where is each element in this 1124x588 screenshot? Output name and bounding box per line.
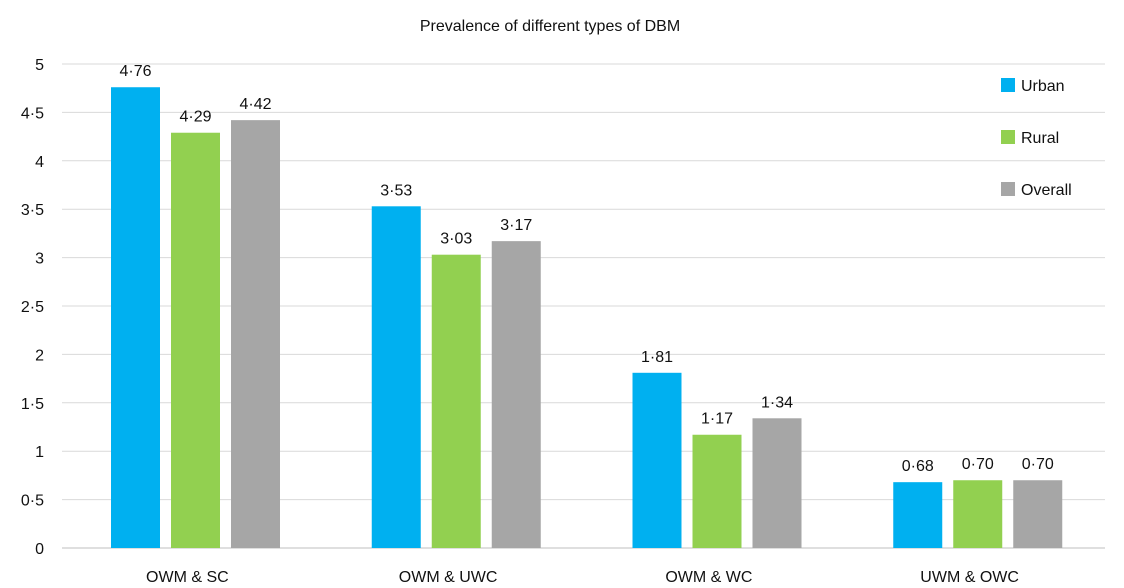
bar-urban <box>371 206 421 548</box>
y-tick-label: 2·5 <box>21 299 44 316</box>
y-tick-label: 0·5 <box>21 493 44 510</box>
legend-label-overall: Overall <box>1021 182 1072 199</box>
data-label: 1·34 <box>761 394 793 411</box>
category-label: UWM & OWC <box>920 569 1019 586</box>
data-label: 3·53 <box>380 182 412 199</box>
y-tick-label: 4·5 <box>21 105 44 122</box>
data-label: 3·17 <box>500 217 532 234</box>
legend-swatch-rural <box>1001 130 1015 144</box>
legend-label-rural: Rural <box>1021 130 1059 147</box>
category-label: OWM & WC <box>665 569 752 586</box>
y-axis-ticks: 0 0·5 1 1·5 2 2·5 3 3·5 4 4·5 5 <box>21 57 44 558</box>
category-label: OWM & UWC <box>399 569 498 586</box>
bar-urban <box>893 482 943 548</box>
legend-swatch-urban <box>1001 78 1015 92</box>
y-tick-label: 3·5 <box>21 202 44 219</box>
category-label: OWM & SC <box>146 569 229 586</box>
legend: Urban Rural Overall <box>1001 78 1072 199</box>
bars <box>111 87 1063 549</box>
data-label: 4·29 <box>179 109 211 126</box>
data-label: 1·17 <box>701 411 733 428</box>
bar-overall <box>491 241 541 549</box>
x-axis-categories: OWM & SC OWM & UWC OWM & WC UWM & OWC <box>146 569 1019 586</box>
bar-urban <box>111 87 160 549</box>
bar-rural <box>953 480 1003 548</box>
y-tick-label: 4 <box>35 154 44 171</box>
y-tick-label: 2 <box>35 347 44 364</box>
bar-overall <box>231 120 280 549</box>
chart-title: Prevalence of different types of DBM <box>420 18 680 35</box>
data-label: 1·81 <box>641 349 673 366</box>
y-tick-label: 1 <box>35 444 44 461</box>
data-label: 4·42 <box>239 96 271 113</box>
bar-urban <box>632 372 682 548</box>
data-labels: 4·76 4·29 4·42 3·53 3·03 3·17 1·81 1·17 1·34 0·68… <box>119 63 1053 475</box>
data-label: 3·03 <box>440 231 472 248</box>
bar-rural <box>692 434 742 548</box>
y-tick-label: 5 <box>35 57 44 74</box>
bar-overall <box>1013 480 1063 548</box>
bar-rural <box>171 132 220 548</box>
y-tick-label: 1·5 <box>21 396 44 413</box>
y-tick-label: 3 <box>35 251 44 268</box>
data-label: 0·68 <box>902 458 934 475</box>
data-label: 0·70 <box>962 456 994 473</box>
data-label: 4·76 <box>119 63 151 80</box>
bar-rural <box>431 254 481 549</box>
y-tick-label: 0 <box>35 541 44 558</box>
legend-label-urban: Urban <box>1021 78 1065 95</box>
bar-overall <box>752 418 802 548</box>
data-label: 0·70 <box>1022 456 1054 473</box>
legend-swatch-overall <box>1001 182 1015 196</box>
